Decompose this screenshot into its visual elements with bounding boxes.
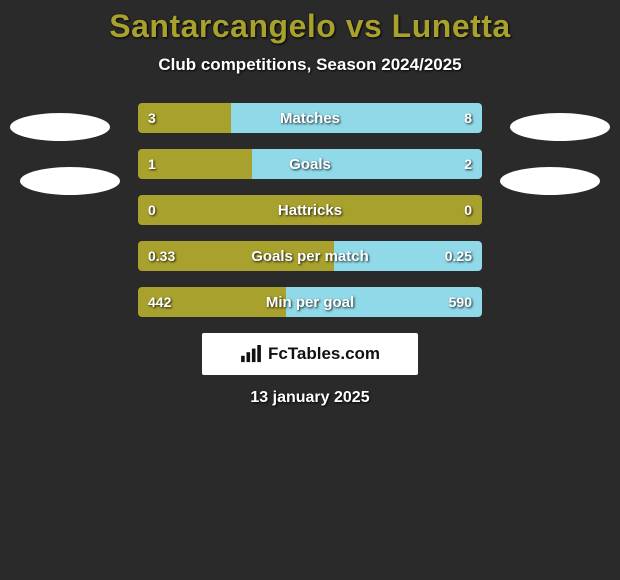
bar-left-segment <box>138 287 286 317</box>
comparison-bars: 38Matches 12Goals 00Hattricks 0.330.25Goals… <box>138 103 482 317</box>
page-title: Santarcangelo vs Lunetta <box>0 8 620 45</box>
stat-row: 0.330.25Goals per match <box>138 241 482 271</box>
player-avatar-right-1 <box>510 113 610 141</box>
page-subtitle: Club competitions, Season 2024/2025 <box>0 55 620 75</box>
stat-row: 38Matches <box>138 103 482 133</box>
bar-left-segment <box>138 149 252 179</box>
stat-row: 442590Min per goal <box>138 287 482 317</box>
stat-row: 12Goals <box>138 149 482 179</box>
stats-area: 38Matches 12Goals 00Hattricks 0.330.25Goals… <box>0 103 620 317</box>
bar-right-segment <box>252 149 482 179</box>
player-avatar-right-2 <box>500 167 600 195</box>
bar-left-segment <box>138 241 334 271</box>
bar-right-segment <box>286 287 482 317</box>
bars-icon <box>240 345 262 363</box>
player-avatar-left-1 <box>10 113 110 141</box>
bar-right-segment <box>334 241 482 271</box>
branding-badge: FcTables.com <box>202 333 418 375</box>
player-avatar-left-2 <box>20 167 120 195</box>
stat-row: 00Hattricks <box>138 195 482 225</box>
branding-text: FcTables.com <box>268 344 380 364</box>
bar-left-segment <box>138 195 482 225</box>
infographic-container: Santarcangelo vs Lunetta Club competitio… <box>0 0 620 407</box>
bar-left-segment <box>138 103 231 133</box>
footer-date: 13 january 2025 <box>0 389 620 407</box>
bar-right-segment <box>231 103 482 133</box>
